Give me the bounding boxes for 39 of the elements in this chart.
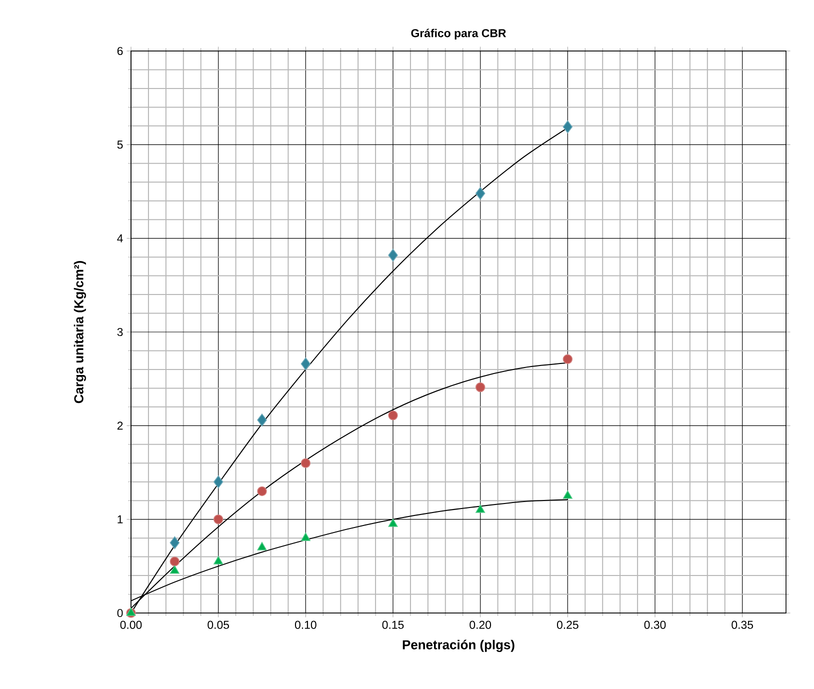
y-tick-label: 3 <box>117 328 123 336</box>
y-tick-label: 1 <box>118 515 123 524</box>
y-axis-title: Carga unitaria (Kg/cm²) <box>74 261 86 404</box>
point <box>388 518 398 527</box>
point <box>475 382 486 392</box>
point <box>562 120 573 134</box>
point <box>300 532 310 541</box>
point <box>213 514 224 524</box>
x-axis-title: Penetración (plgs) <box>402 640 514 652</box>
x-tick-label: 0.30 <box>644 620 666 629</box>
y-tick-label: 5 <box>117 140 123 149</box>
x-tick-label: 0.05 <box>208 620 229 629</box>
point <box>388 410 398 420</box>
y-tick-label: 0 <box>117 608 123 618</box>
x-tick-label: 0.35 <box>732 620 754 629</box>
x-tick-label: 0.00 <box>120 620 142 629</box>
x-tick-label: 0.10 <box>294 620 316 629</box>
y-tick-label: 2 <box>117 422 123 430</box>
point <box>257 414 267 426</box>
point <box>562 354 573 364</box>
point <box>257 486 267 496</box>
point <box>213 475 224 488</box>
point <box>300 357 311 370</box>
x-tick-label: 0.15 <box>382 620 404 629</box>
point <box>300 458 311 468</box>
point <box>476 504 486 513</box>
point <box>475 186 486 200</box>
y-tick-label: 4 <box>117 234 123 242</box>
point <box>388 248 398 262</box>
chart-title: Gráfico para CBR <box>411 28 506 40</box>
point <box>562 490 572 499</box>
point <box>257 542 267 550</box>
point <box>170 565 180 574</box>
point <box>214 556 224 564</box>
point <box>170 556 180 566</box>
point <box>170 536 180 550</box>
y-tick-label: 6 <box>117 46 123 56</box>
x-tick-label: 0.20 <box>470 620 492 629</box>
x-tick-label: 0.25 <box>556 620 578 629</box>
